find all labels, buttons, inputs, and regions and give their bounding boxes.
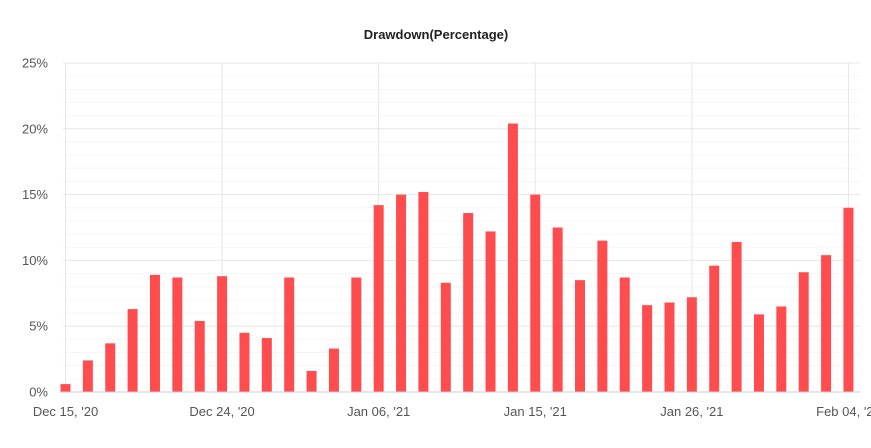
bar[interactable] (194, 320, 205, 392)
bar[interactable] (60, 384, 71, 392)
bar[interactable] (798, 272, 809, 392)
bar[interactable] (552, 227, 563, 393)
bar[interactable] (507, 123, 518, 392)
bar[interactable] (843, 207, 854, 392)
y-tick-label: 20% (22, 121, 48, 136)
bar[interactable] (261, 338, 272, 392)
bar[interactable] (127, 309, 138, 392)
bar[interactable] (664, 302, 675, 392)
x-tick-label: Jan 26, '21 (660, 404, 723, 419)
bar[interactable] (686, 297, 697, 392)
x-tick-label: Jan 06, '21 (347, 404, 410, 419)
bar[interactable] (821, 255, 832, 392)
bar[interactable] (440, 282, 451, 392)
bar[interactable] (485, 231, 496, 392)
bar[interactable] (709, 265, 720, 392)
y-tick-label: 0% (29, 385, 48, 400)
bar[interactable] (776, 306, 787, 392)
bar[interactable] (530, 194, 541, 392)
bar-layer (60, 123, 854, 393)
x-tick-label: Jan 15, '21 (504, 404, 567, 419)
chart-title: Drawdown(Percentage) (364, 27, 508, 42)
x-tick-label: Dec 24, '20 (189, 404, 254, 419)
bar[interactable] (619, 277, 630, 392)
bar[interactable] (217, 276, 228, 392)
x-tick-label: Dec 15, '20 (33, 404, 98, 419)
bar[interactable] (284, 277, 295, 392)
y-axis-ticks: 0% 5% 10% 15% 20% 25% (22, 56, 48, 400)
y-tick-label: 25% (22, 56, 48, 71)
bar[interactable] (418, 191, 429, 392)
y-tick-label: 10% (22, 253, 48, 268)
bar[interactable] (239, 332, 250, 392)
bar[interactable] (373, 205, 384, 392)
x-axis-ticks: Dec 15, '20 Dec 24, '20 Jan 06, '21 Jan 15,… (33, 404, 871, 419)
bar[interactable] (731, 241, 742, 392)
x-tick-label: Feb 04, '21 (816, 404, 871, 419)
bar[interactable] (172, 277, 183, 392)
bar[interactable] (328, 348, 339, 392)
bar[interactable] (306, 370, 317, 392)
y-tick-label: 15% (22, 187, 48, 202)
bar[interactable] (396, 194, 407, 392)
bar[interactable] (351, 277, 362, 392)
bar[interactable] (642, 305, 653, 392)
bar[interactable] (753, 314, 764, 392)
grid-layer (63, 62, 860, 392)
bar[interactable] (597, 240, 608, 392)
bar[interactable] (575, 280, 586, 392)
y-tick-label: 5% (29, 319, 48, 334)
bar[interactable] (105, 343, 116, 392)
bar[interactable] (149, 274, 160, 392)
bar[interactable] (463, 213, 474, 392)
bar[interactable] (82, 360, 93, 392)
